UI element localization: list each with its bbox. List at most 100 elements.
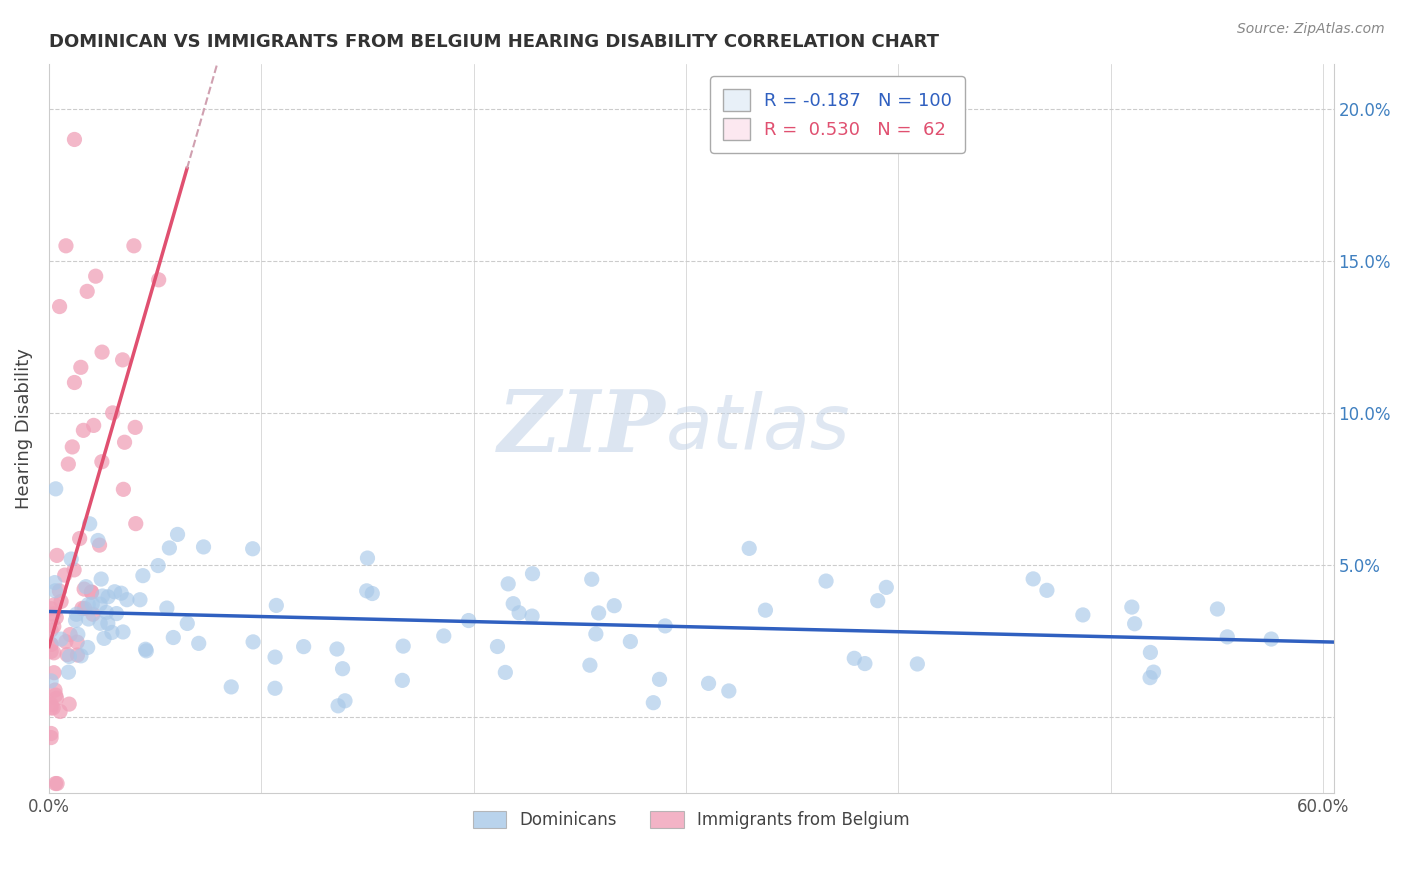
Point xyxy=(60,440,83,454)
Point xyxy=(326,642,349,657)
Point xyxy=(853,657,876,671)
Point xyxy=(42,701,65,715)
Point xyxy=(56,648,79,662)
Point xyxy=(89,616,111,631)
Point xyxy=(45,688,67,702)
Point xyxy=(457,614,479,628)
Y-axis label: Hearing Disability: Hearing Disability xyxy=(15,348,32,508)
Text: atlas: atlas xyxy=(665,391,851,465)
Point xyxy=(579,658,602,673)
Point xyxy=(717,684,740,698)
Point xyxy=(42,665,65,680)
Point xyxy=(84,269,107,284)
Point xyxy=(866,593,889,607)
Text: Source: ZipAtlas.com: Source: ZipAtlas.com xyxy=(1237,22,1385,37)
Point xyxy=(39,637,62,651)
Point xyxy=(49,632,72,646)
Point xyxy=(875,580,897,594)
Point xyxy=(44,776,66,790)
Point xyxy=(135,642,157,657)
Point xyxy=(112,624,135,639)
Point xyxy=(55,634,77,648)
Point xyxy=(157,541,180,555)
Point xyxy=(654,619,676,633)
Point xyxy=(643,696,665,710)
Point xyxy=(433,629,456,643)
Point xyxy=(135,644,157,658)
Text: ZIP: ZIP xyxy=(498,386,665,470)
Point xyxy=(754,603,776,617)
Point xyxy=(146,558,169,573)
Point xyxy=(112,483,135,497)
Point xyxy=(69,532,91,546)
Point xyxy=(1139,671,1161,685)
Point xyxy=(44,683,66,698)
Point xyxy=(63,563,86,577)
Point xyxy=(63,376,86,390)
Point xyxy=(1260,632,1282,646)
Point xyxy=(59,627,82,641)
Point xyxy=(79,516,101,531)
Point xyxy=(166,527,188,541)
Point xyxy=(49,594,72,608)
Point xyxy=(77,612,100,626)
Point xyxy=(65,613,87,627)
Point xyxy=(266,599,288,613)
Point xyxy=(48,583,70,598)
Point xyxy=(264,650,287,665)
Point xyxy=(77,598,100,612)
Point xyxy=(132,568,155,582)
Point xyxy=(58,649,80,664)
Point xyxy=(129,592,152,607)
Point xyxy=(101,625,124,640)
Legend: Dominicans, Immigrants from Belgium: Dominicans, Immigrants from Belgium xyxy=(467,804,917,836)
Point xyxy=(361,586,384,600)
Point xyxy=(124,420,146,434)
Point xyxy=(162,631,184,645)
Point xyxy=(496,577,519,591)
Point xyxy=(39,726,62,740)
Point xyxy=(905,657,928,671)
Point xyxy=(80,585,103,599)
Point xyxy=(69,360,91,375)
Point xyxy=(1022,572,1045,586)
Point xyxy=(45,549,67,563)
Point xyxy=(39,673,62,688)
Point xyxy=(44,598,66,612)
Point xyxy=(66,648,89,662)
Point xyxy=(39,701,62,715)
Point xyxy=(89,538,111,552)
Point xyxy=(242,541,264,556)
Point xyxy=(508,606,530,620)
Point xyxy=(93,632,115,646)
Point xyxy=(82,597,104,611)
Point xyxy=(80,585,103,599)
Point xyxy=(48,300,70,314)
Point xyxy=(42,619,65,633)
Point xyxy=(45,610,67,624)
Point xyxy=(104,584,127,599)
Point xyxy=(242,635,264,649)
Point xyxy=(73,582,96,596)
Point xyxy=(89,597,111,611)
Point xyxy=(697,676,720,690)
Point xyxy=(42,607,65,621)
Point xyxy=(187,636,209,650)
Point xyxy=(49,705,72,719)
Point xyxy=(648,673,671,687)
Point xyxy=(603,599,626,613)
Point xyxy=(332,662,354,676)
Point xyxy=(90,572,112,586)
Point xyxy=(588,606,610,620)
Point xyxy=(148,273,170,287)
Point xyxy=(76,285,98,299)
Point xyxy=(522,566,544,581)
Point xyxy=(58,457,80,471)
Point xyxy=(72,423,94,437)
Point xyxy=(392,639,415,653)
Point xyxy=(114,435,136,450)
Point xyxy=(91,345,114,359)
Point xyxy=(75,580,97,594)
Point xyxy=(44,575,66,590)
Point xyxy=(844,651,866,665)
